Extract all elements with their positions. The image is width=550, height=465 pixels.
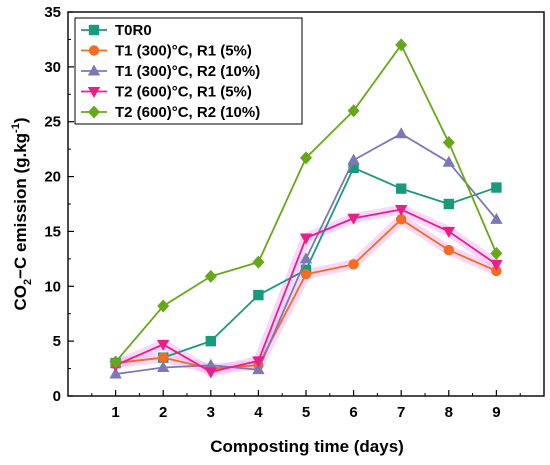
y-axis-title-sub: 2 xyxy=(22,279,34,285)
x-tick-label: 6 xyxy=(349,404,357,421)
legend-entry: T2 (600)°C, R1 (5%) xyxy=(81,84,252,101)
data-point xyxy=(442,155,455,167)
y-tick-label: 0 xyxy=(53,388,61,405)
data-point xyxy=(348,162,359,173)
y-axis-title-suffix: ) xyxy=(11,117,30,123)
legend-entry: T0R0 xyxy=(81,22,152,39)
legend-marker xyxy=(88,45,100,56)
x-tick-label: 8 xyxy=(445,404,453,421)
data-point xyxy=(491,182,502,193)
data-point xyxy=(252,363,265,375)
data-point xyxy=(491,265,502,277)
data-point xyxy=(347,153,360,165)
data-point xyxy=(395,127,408,139)
y-axis-title: CO2−C emission (g.kg-1) xyxy=(10,117,34,310)
y-tick-label: 10 xyxy=(44,278,61,295)
axes-layer: 1 2 3 4 5 6 7 8 9 0 5 10 15 20 25 30 35 xyxy=(44,4,545,421)
data-point xyxy=(205,335,216,347)
legend-label: T0R0 xyxy=(115,22,152,39)
x-tick-label: 5 xyxy=(302,404,310,421)
data-point xyxy=(396,214,407,225)
data-point xyxy=(442,226,455,238)
data-point xyxy=(396,183,407,194)
x-tick-label: 3 xyxy=(207,404,215,421)
x-tick-label: 9 xyxy=(492,404,500,421)
x-tick-label: 1 xyxy=(111,404,119,421)
legend-marker xyxy=(88,24,100,36)
series-3 xyxy=(109,127,503,379)
legend: T0R0 T1 (300)°C, R1 (5%) T1 (300)°C, R2 (1… xyxy=(74,17,303,125)
y-axis-title-prefix: CO xyxy=(11,285,30,311)
legend-label: T1 (300)°C, R1 (5%) xyxy=(115,43,252,60)
y-tick-label: 35 xyxy=(44,4,61,21)
x-tick-label: 2 xyxy=(159,404,167,421)
x-tick-label: 7 xyxy=(397,404,405,421)
data-point xyxy=(347,213,360,225)
data-point xyxy=(490,259,503,271)
legend-label: T2 (600)°C, R1 (5%) xyxy=(115,84,252,101)
data-point xyxy=(157,339,170,351)
legend-marker xyxy=(87,64,101,76)
legend-marker xyxy=(87,87,101,98)
data-point xyxy=(299,252,313,264)
data-point xyxy=(490,246,503,260)
series-1 xyxy=(110,162,502,369)
legend-entry: T1 (300)°C, R1 (5%) xyxy=(81,43,252,60)
series-5 xyxy=(109,38,503,369)
data-point xyxy=(300,269,312,280)
data-point xyxy=(157,360,170,372)
y-tick-label: 20 xyxy=(44,169,61,186)
data-point xyxy=(299,233,313,245)
legend-box xyxy=(74,17,303,125)
legend-entry: T1 (300)°C, R2 (10%) xyxy=(81,63,260,80)
y-tick-label: 30 xyxy=(44,59,61,76)
data-point xyxy=(157,299,170,313)
legend-label: T2 (600)°C, R2 (10%) xyxy=(115,104,260,121)
y-axis-title-sup: -1 xyxy=(10,123,22,133)
data-point xyxy=(158,352,169,363)
data-point xyxy=(443,244,454,256)
data-point xyxy=(443,198,454,210)
data-point xyxy=(109,367,122,379)
data-point xyxy=(252,356,265,368)
data-point xyxy=(300,151,312,165)
data-point xyxy=(204,269,217,283)
data-point xyxy=(395,204,408,216)
data-point xyxy=(347,104,360,118)
y-tick-label: 25 xyxy=(44,114,61,131)
series-layer xyxy=(109,38,503,379)
data-point xyxy=(490,212,503,224)
y-axis-title-mid: −C emission (g.kg xyxy=(11,133,30,279)
data-point xyxy=(442,136,455,150)
y-tick-label: 5 xyxy=(53,333,61,350)
legend-entry: T2 (600)°C, R2 (10%) xyxy=(81,104,260,121)
data-point xyxy=(109,355,122,369)
y-tick-label: 15 xyxy=(44,223,61,240)
x-tick-label: 4 xyxy=(254,404,263,421)
data-point xyxy=(204,367,217,379)
data-point xyxy=(348,259,359,270)
legend-label: T1 (300)°C, R2 (10%) xyxy=(115,63,260,80)
legend-marker xyxy=(88,105,100,119)
data-point xyxy=(395,38,408,52)
data-point xyxy=(253,289,264,301)
data-point xyxy=(252,255,265,269)
x-axis-title: Composting time (days) xyxy=(210,437,404,456)
data-point xyxy=(204,358,217,370)
